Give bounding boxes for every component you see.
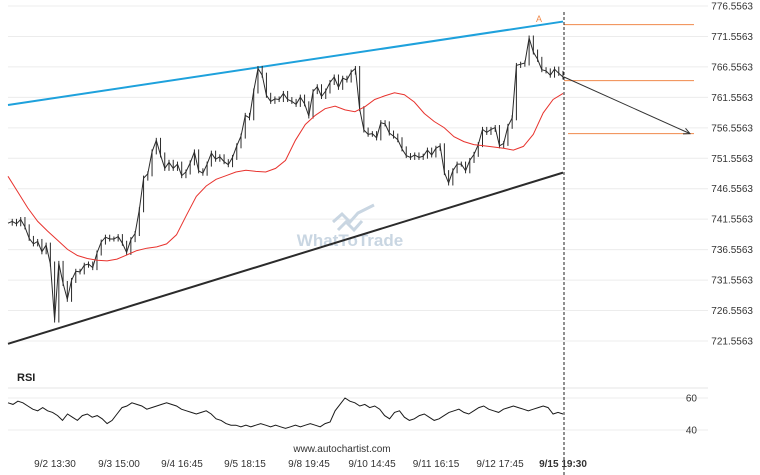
watermark-text: WhatToTrade bbox=[297, 231, 403, 250]
watermark-logo-icon bbox=[332, 203, 375, 233]
y-tick-label: 736.5563 bbox=[711, 245, 753, 256]
upper-channel-line bbox=[7, 20, 564, 107]
y-axis-ticks: 776.5563 771.5563 766.5563 761.5563 756.5563… bbox=[711, 2, 753, 348]
x-axis-ticks: 9/2 13:30 9/3 15:00 9/4 16:45 9/5 18:15 9/8 … bbox=[34, 459, 587, 470]
price-levels bbox=[564, 24, 694, 135]
forecast-arrow bbox=[563, 76, 692, 135]
forecast-arrow-head bbox=[682, 127, 692, 135]
y-tick-label: 726.5563 bbox=[711, 306, 753, 317]
price-line bbox=[7, 37, 564, 321]
rsi-panel: 60 40 bbox=[7, 387, 708, 437]
x-tick-label: 9/5 18:15 bbox=[224, 459, 266, 470]
x-tick-label: 9/3 15:00 bbox=[98, 459, 140, 470]
rsi-label: RSI bbox=[17, 372, 35, 384]
y-tick-label: 746.5563 bbox=[711, 184, 753, 195]
y-tick-label: 751.5563 bbox=[711, 154, 753, 165]
x-tick-label: 9/15 19:30 bbox=[539, 459, 587, 470]
x-tick-label: 9/2 13:30 bbox=[34, 459, 76, 470]
y-tick-label: 761.5563 bbox=[711, 93, 753, 104]
x-tick-label: 9/4 16:45 bbox=[161, 459, 203, 470]
forecast-arrow-line bbox=[563, 76, 691, 135]
rsi-line bbox=[7, 397, 564, 429]
pattern-point-label: A bbox=[536, 14, 542, 24]
rsi-tick-label: 40 bbox=[686, 426, 698, 437]
y-tick-label: 776.5563 bbox=[711, 2, 753, 13]
y-tick-label: 771.5563 bbox=[711, 32, 753, 43]
chart-grid bbox=[8, 5, 708, 342]
y-tick-label: 756.5563 bbox=[711, 123, 753, 134]
y-tick-label: 766.5563 bbox=[711, 62, 753, 73]
moving-average-series bbox=[7, 92, 564, 262]
rsi-tick-label: 60 bbox=[686, 394, 698, 405]
source-text: www.autochartist.com bbox=[292, 444, 390, 455]
price-series bbox=[7, 35, 564, 323]
channel-lines bbox=[7, 20, 564, 345]
y-tick-label: 741.5563 bbox=[711, 215, 753, 226]
x-tick-label: 9/11 16:15 bbox=[413, 459, 460, 470]
x-tick-label: 9/10 14:45 bbox=[348, 459, 396, 470]
x-tick-label: 9/12 17:45 bbox=[476, 459, 524, 470]
y-tick-label: 731.5563 bbox=[711, 276, 753, 287]
moving-average-line bbox=[7, 92, 564, 262]
y-tick-label: 721.5563 bbox=[711, 337, 753, 348]
x-tick-label: 9/8 19:45 bbox=[288, 459, 330, 470]
lower-channel-line bbox=[7, 171, 564, 345]
